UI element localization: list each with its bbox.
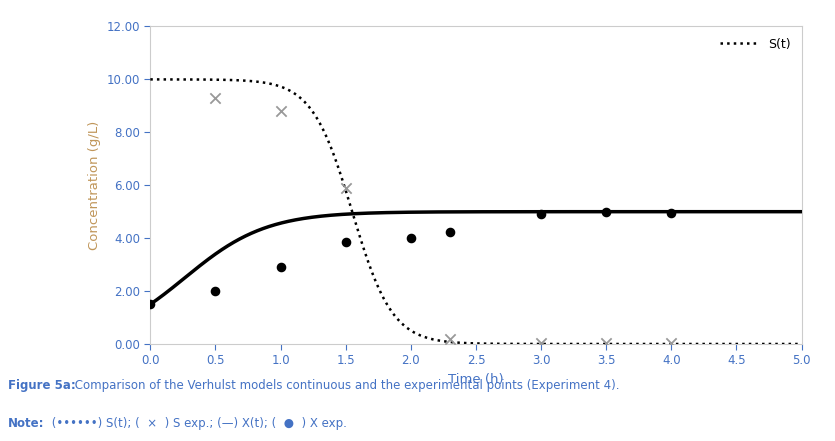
Text: Figure 5a:: Figure 5a:: [8, 379, 76, 392]
Text: Note:: Note:: [8, 417, 45, 430]
X-axis label: Time (h): Time (h): [448, 373, 504, 386]
Point: [600, 208, 613, 215]
Point: [534, 211, 548, 218]
Point: [665, 209, 678, 217]
Point: [274, 264, 287, 271]
Point: [665, 339, 678, 346]
Point: [209, 288, 222, 295]
Text: (••••••) S(t); (  ×  ) S exp.; (—) X(t); (  ●  ) X exp.: (••••••) S(t); ( × ) S exp.; (—) X(t); (…: [48, 417, 347, 430]
Point: [443, 335, 457, 342]
Point: [339, 184, 352, 191]
Legend: S(t): S(t): [716, 33, 796, 56]
Point: [600, 339, 613, 346]
Point: [274, 108, 287, 115]
Point: [534, 339, 548, 346]
Y-axis label: Concentration (g/L): Concentration (g/L): [88, 120, 101, 250]
Text: Comparison of the Verhulst models continuous and the experimental points (Experi: Comparison of the Verhulst models contin…: [71, 379, 620, 392]
Point: [339, 239, 352, 246]
Point: [209, 94, 222, 101]
Point: [144, 301, 157, 308]
Point: [404, 235, 418, 242]
Point: [443, 228, 457, 235]
